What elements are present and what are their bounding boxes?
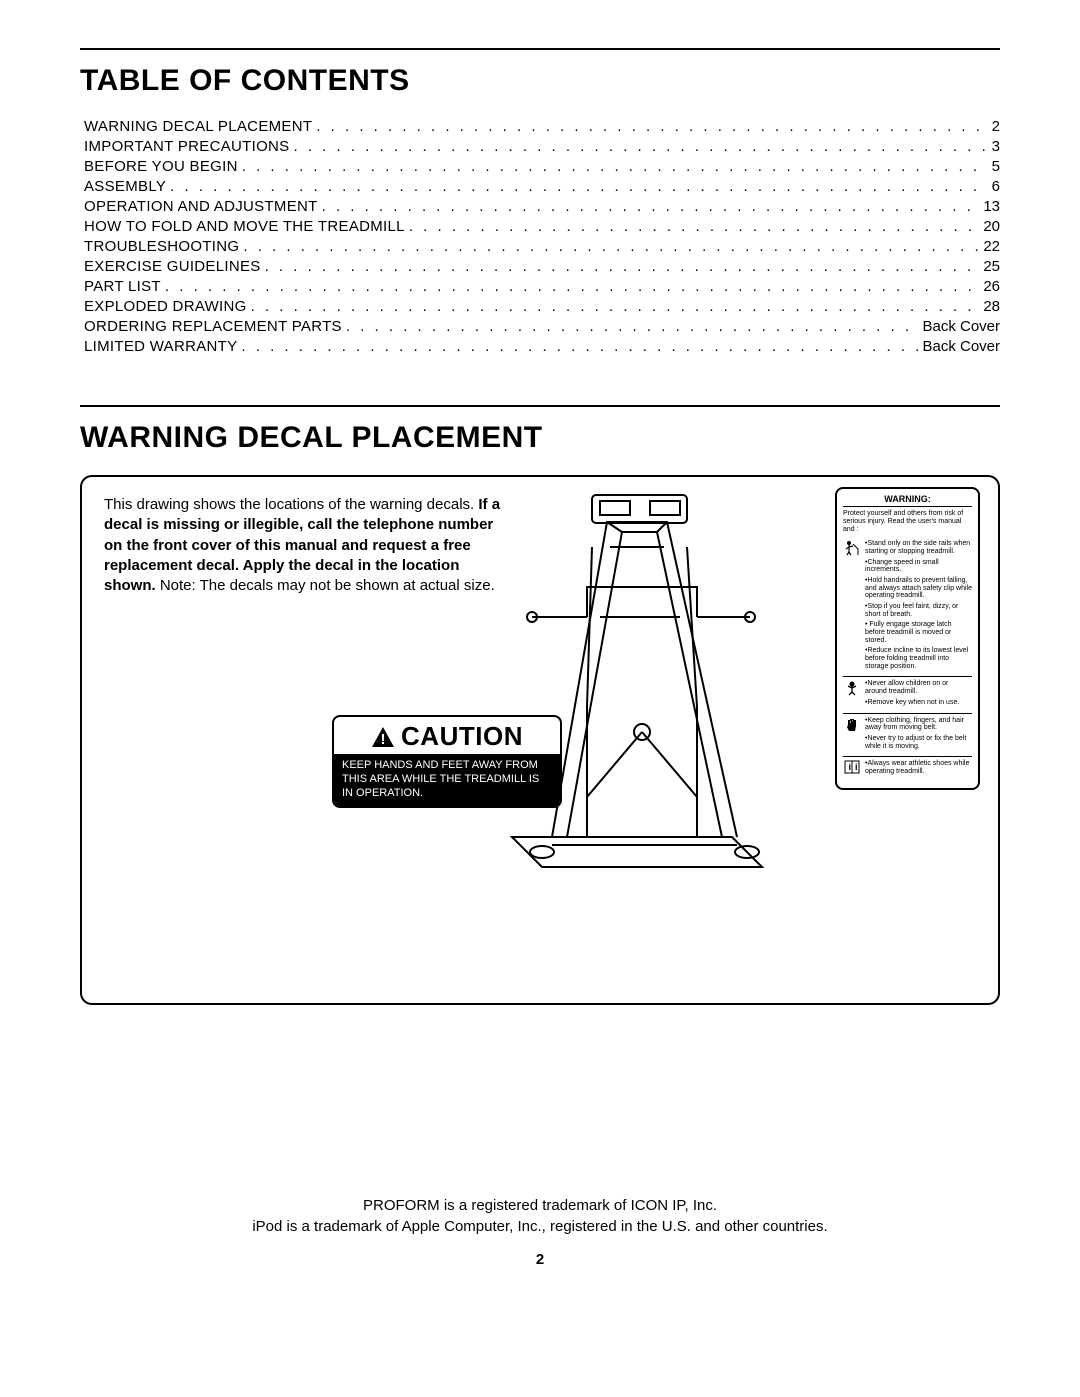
warning-item: •Hold handrails to prevent falling, and … (865, 577, 972, 600)
toc-page: 26 (983, 278, 1000, 295)
toc-label: IMPORTANT PRECAUTIONS (84, 138, 290, 155)
toc-heading: TABLE OF CONTENTS (80, 64, 1000, 98)
toc-row: LIMITED WARRANTY. . . . . . . . . . . . … (84, 338, 1000, 355)
intro-paragraph: This drawing shows the locations of the … (104, 495, 504, 596)
toc-row: ASSEMBLY. . . . . . . . . . . . . . . . … (84, 178, 1000, 195)
caution-decal: ! CAUTION KEEP HANDS AND FEET AWAY FROM … (332, 715, 562, 808)
warning-cluster: ii •Always wear athletic shoes while oper… (843, 757, 972, 781)
warning-cluster: •Never allow children on or around tread… (843, 677, 972, 713)
toc-dots: . . . . . . . . . . . . . . . . . . . . … (242, 158, 988, 175)
toc-label: WARNING DECAL PLACEMENT (84, 118, 312, 135)
toc-row: PART LIST. . . . . . . . . . . . . . . .… (84, 278, 1000, 295)
warning-item: •Reduce incline to its lowest level befo… (865, 647, 972, 670)
standing-icon (843, 540, 861, 556)
toc-row: OPERATION AND ADJUSTMENT. . . . . . . . … (84, 198, 1000, 215)
mid-rule (80, 405, 1000, 407)
toc-label: OPERATION AND ADJUSTMENT (84, 198, 318, 215)
warning-item: •Stop if you feel faint, dizzy, or short… (865, 603, 972, 618)
toc-dots: . . . . . . . . . . . . . . . . . . . . … (170, 178, 988, 195)
hand-icon (843, 717, 861, 733)
warning-item: •Always wear athletic shoes while operat… (865, 760, 972, 775)
warning-item: •Never try to adjust or fix the belt whi… (865, 735, 972, 750)
warning-item: •Keep clothing, fingers, and hair away f… (865, 717, 972, 732)
toc-row: BEFORE YOU BEGIN. . . . . . . . . . . . … (84, 158, 1000, 175)
toc-page: Back Cover (922, 338, 1000, 355)
toc-label: ASSEMBLY (84, 178, 166, 195)
toc-label: ORDERING REPLACEMENT PARTS (84, 318, 342, 335)
toc-page: 25 (983, 258, 1000, 275)
caution-title: CAUTION (401, 721, 523, 752)
toc-page: 3 (992, 138, 1000, 155)
treadmill-illustration (492, 487, 812, 877)
manual-icon: ii (843, 760, 861, 774)
toc-row: ORDERING REPLACEMENT PARTS. . . . . . . … (84, 318, 1000, 335)
warning-cluster: •Stand only on the side rails when start… (843, 537, 972, 677)
caution-triangle-icon: ! (371, 726, 395, 748)
toc-label: EXPLODED DRAWING (84, 298, 247, 315)
footer-line-1: PROFORM is a registered trademark of ICO… (80, 1195, 1000, 1216)
footer-line-2: iPod is a trademark of Apple Computer, I… (80, 1216, 1000, 1237)
warning-decal: WARNING: Protect yourself and others fro… (835, 487, 980, 790)
warning-item: •Never allow children on or around tread… (865, 680, 972, 695)
toc-row: TROUBLESHOOTING. . . . . . . . . . . . .… (84, 238, 1000, 255)
toc-dots: . . . . . . . . . . . . . . . . . . . . … (294, 138, 988, 155)
toc-label: TROUBLESHOOTING (84, 238, 239, 255)
toc-label: LIMITED WARRANTY (84, 338, 237, 355)
decal-heading: WARNING DECAL PLACEMENT (80, 421, 1000, 455)
toc-page: 6 (992, 178, 1000, 195)
intro-lead: This drawing shows the locations of the … (104, 496, 478, 513)
warning-cluster: •Keep clothing, fingers, and hair away f… (843, 714, 972, 758)
warning-item: •Remove key when not in use. (865, 699, 972, 707)
svg-text:i: i (855, 762, 858, 772)
toc-row: EXPLODED DRAWING. . . . . . . . . . . . … (84, 298, 1000, 315)
table-of-contents: WARNING DECAL PLACEMENT. . . . . . . . .… (84, 118, 1000, 355)
toc-page: Back Cover (922, 318, 1000, 335)
warning-item: •Change speed in small increments. (865, 559, 972, 574)
toc-page: 28 (983, 298, 1000, 315)
warning-item: • Fully engage storage latch before trea… (865, 621, 972, 644)
toc-page: 5 (992, 158, 1000, 175)
decal-diagram-box: This drawing shows the locations of the … (80, 475, 1000, 1005)
intro-tail: Note: The decals may not be shown at act… (156, 577, 495, 594)
toc-dots: . . . . . . . . . . . . . . . . . . . . … (241, 338, 918, 355)
toc-label: PART LIST (84, 278, 161, 295)
svg-text:!: ! (381, 731, 386, 748)
warning-item: •Stand only on the side rails when start… (865, 540, 972, 555)
toc-dots: . . . . . . . . . . . . . . . . . . . . … (265, 258, 980, 275)
page-number: 2 (80, 1251, 1000, 1268)
toc-dots: . . . . . . . . . . . . . . . . . . . . … (243, 238, 979, 255)
warning-item-list: •Always wear athletic shoes while operat… (865, 760, 972, 778)
top-rule (80, 48, 1000, 50)
warning-item-list: •Never allow children on or around tread… (865, 680, 972, 709)
warning-title: WARNING: (843, 494, 972, 507)
toc-row: IMPORTANT PRECAUTIONS. . . . . . . . . .… (84, 138, 1000, 155)
toc-dots: . . . . . . . . . . . . . . . . . . . . … (346, 318, 919, 335)
toc-dots: . . . . . . . . . . . . . . . . . . . . … (251, 298, 980, 315)
toc-dots: . . . . . . . . . . . . . . . . . . . . … (322, 198, 980, 215)
toc-page: 22 (983, 238, 1000, 255)
toc-dots: . . . . . . . . . . . . . . . . . . . . … (409, 218, 980, 235)
warning-lead: Protect yourself and others from risk of… (843, 510, 972, 534)
svg-text:i: i (849, 762, 852, 772)
toc-row: HOW TO FOLD AND MOVE THE TREADMILL. . . … (84, 218, 1000, 235)
toc-dots: . . . . . . . . . . . . . . . . . . . . … (316, 118, 987, 135)
toc-row: EXERCISE GUIDELINES. . . . . . . . . . .… (84, 258, 1000, 275)
warning-item-list: •Keep clothing, fingers, and hair away f… (865, 717, 972, 754)
toc-label: BEFORE YOU BEGIN (84, 158, 238, 175)
toc-label: EXERCISE GUIDELINES (84, 258, 261, 275)
warning-item-list: •Stand only on the side rails when start… (865, 540, 972, 673)
toc-page: 13 (983, 198, 1000, 215)
child-icon (843, 680, 861, 696)
toc-dots: . . . . . . . . . . . . . . . . . . . . … (165, 278, 979, 295)
toc-page: 2 (992, 118, 1000, 135)
caution-body: KEEP HANDS AND FEET AWAY FROM THIS AREA … (334, 754, 560, 806)
toc-label: HOW TO FOLD AND MOVE THE TREADMILL (84, 218, 405, 235)
toc-page: 20 (983, 218, 1000, 235)
toc-row: WARNING DECAL PLACEMENT. . . . . . . . .… (84, 118, 1000, 135)
footer: PROFORM is a registered trademark of ICO… (80, 1195, 1000, 1237)
